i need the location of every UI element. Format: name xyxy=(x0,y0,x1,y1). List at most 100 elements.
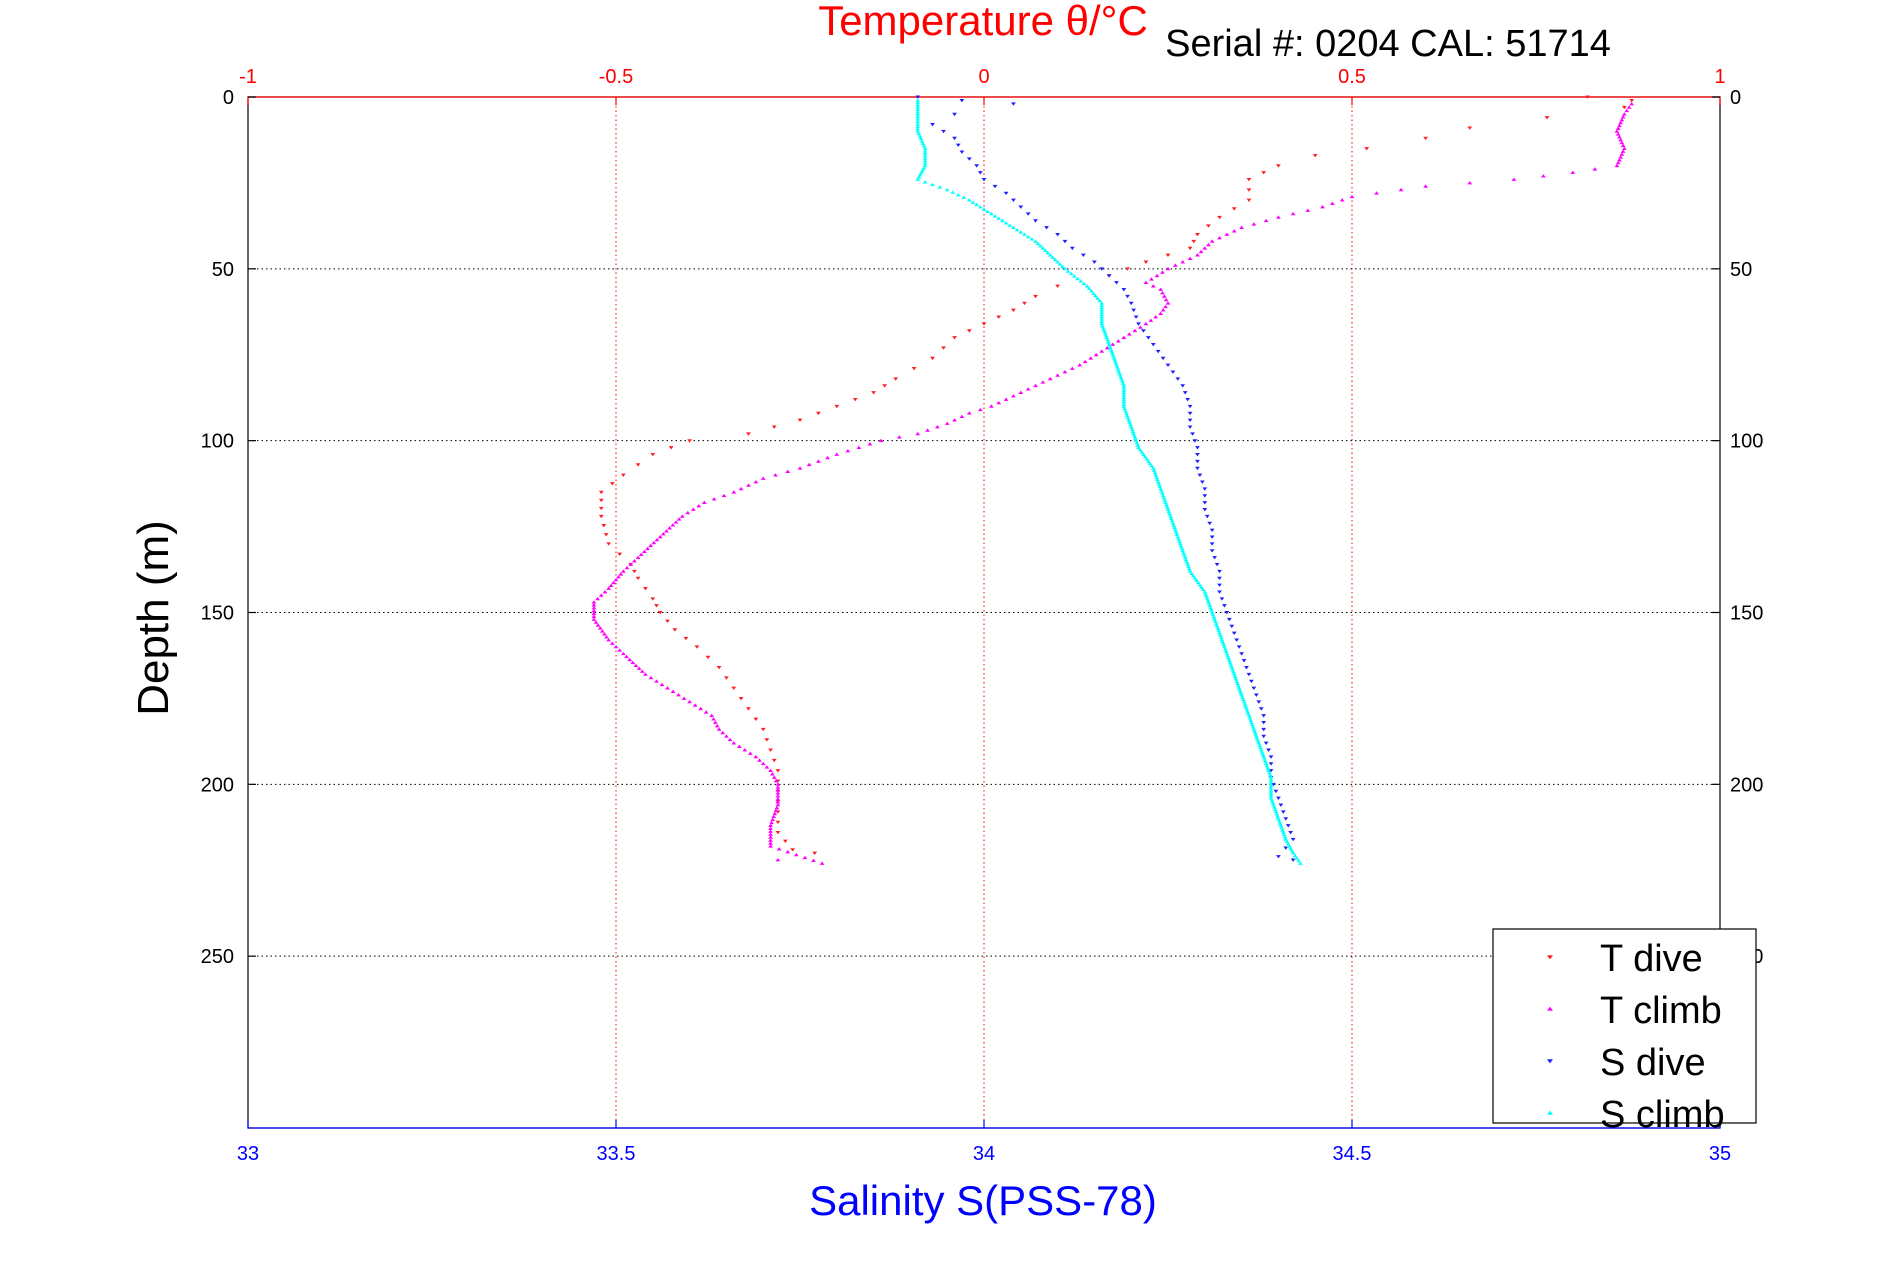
data-point xyxy=(961,195,967,199)
data-point xyxy=(775,831,781,835)
data-point xyxy=(1126,332,1132,336)
data-point xyxy=(650,597,656,601)
data-point xyxy=(1192,439,1198,443)
data-point xyxy=(670,689,676,693)
data-point xyxy=(1240,695,1245,699)
data-point xyxy=(1168,516,1174,521)
data-point xyxy=(1158,486,1164,491)
data-point xyxy=(1620,115,1626,119)
data-point xyxy=(1285,824,1291,828)
data-point xyxy=(1268,777,1274,782)
data-point xyxy=(1619,117,1625,122)
data-point xyxy=(1143,260,1149,264)
data-point xyxy=(930,123,935,127)
data-point xyxy=(1149,277,1154,281)
data-point xyxy=(1280,830,1286,834)
data-point xyxy=(922,161,928,165)
data-point xyxy=(1084,284,1090,288)
x2-tick-label: -1 xyxy=(239,66,257,88)
data-point xyxy=(768,841,773,845)
data-point xyxy=(1123,411,1129,415)
data-point xyxy=(1592,167,1598,171)
data-point xyxy=(1099,303,1105,307)
legend-marker xyxy=(1547,1059,1553,1064)
data-point xyxy=(676,693,681,697)
data-point xyxy=(922,146,928,150)
data-point xyxy=(1062,370,1068,374)
data-point xyxy=(1229,624,1235,629)
data-point xyxy=(1202,246,1208,250)
data-point xyxy=(1155,349,1161,354)
data-point xyxy=(952,136,957,141)
data-point xyxy=(1163,297,1169,302)
data-point xyxy=(716,666,722,670)
data-point xyxy=(1256,741,1262,745)
data-point xyxy=(1206,224,1211,228)
data-point xyxy=(1248,718,1253,722)
data-point xyxy=(768,748,773,752)
data-point xyxy=(1086,286,1092,290)
data-point xyxy=(711,717,716,721)
y-tick-label: 150 xyxy=(201,603,234,625)
data-point xyxy=(1105,337,1110,342)
data-point xyxy=(1290,851,1296,855)
data-point xyxy=(1155,479,1161,484)
data-point xyxy=(1179,546,1185,550)
data-point xyxy=(602,632,607,636)
data-point xyxy=(1209,535,1215,539)
data-point xyxy=(959,98,965,103)
data-point xyxy=(1268,796,1274,800)
data-point xyxy=(701,500,707,504)
data-point xyxy=(1187,569,1193,573)
data-point xyxy=(1276,816,1281,821)
x2-tick-label: 0.5 xyxy=(1338,66,1366,88)
data-point xyxy=(921,166,927,170)
data-point xyxy=(922,158,928,163)
data-point xyxy=(1062,239,1068,244)
data-point xyxy=(1154,475,1159,479)
data-point xyxy=(1199,585,1204,589)
data-point xyxy=(1212,556,1218,560)
data-point xyxy=(974,164,980,168)
data-point xyxy=(1011,308,1016,312)
data-point xyxy=(1220,640,1226,644)
data-point xyxy=(915,114,921,119)
data-point xyxy=(1088,289,1094,293)
data-point xyxy=(731,741,737,745)
data-point xyxy=(1069,246,1075,251)
legend-label: T dive xyxy=(1600,938,1703,980)
data-point xyxy=(1219,638,1225,642)
data-point xyxy=(1152,470,1158,475)
data-point xyxy=(687,699,692,704)
data-point xyxy=(1068,271,1074,276)
data-point xyxy=(665,619,670,624)
data-point xyxy=(1195,253,1200,257)
data-point xyxy=(1266,768,1271,773)
data-point xyxy=(1251,686,1257,691)
data-point xyxy=(775,791,781,795)
data-point xyxy=(920,168,926,172)
data-point xyxy=(1349,194,1355,199)
data-point xyxy=(727,737,733,742)
data-point xyxy=(709,713,715,718)
data-point xyxy=(1266,748,1271,752)
data-point xyxy=(1267,770,1272,775)
data-point xyxy=(1011,102,1016,106)
data-point xyxy=(591,605,597,610)
data-point xyxy=(992,214,998,218)
data-point xyxy=(694,645,700,649)
data-point xyxy=(1080,253,1086,258)
data-point xyxy=(785,469,791,474)
data-point xyxy=(617,552,623,556)
data-point xyxy=(624,565,630,570)
y-axis-label: Depth (m) xyxy=(129,520,178,716)
data-point xyxy=(1172,528,1178,532)
data-point xyxy=(911,367,917,371)
data-point xyxy=(966,329,972,333)
data-point xyxy=(1065,269,1071,273)
data-point xyxy=(1614,163,1620,168)
data-point xyxy=(981,322,987,326)
data-point xyxy=(769,820,775,825)
data-point xyxy=(1170,370,1176,374)
data-point xyxy=(1209,239,1215,243)
